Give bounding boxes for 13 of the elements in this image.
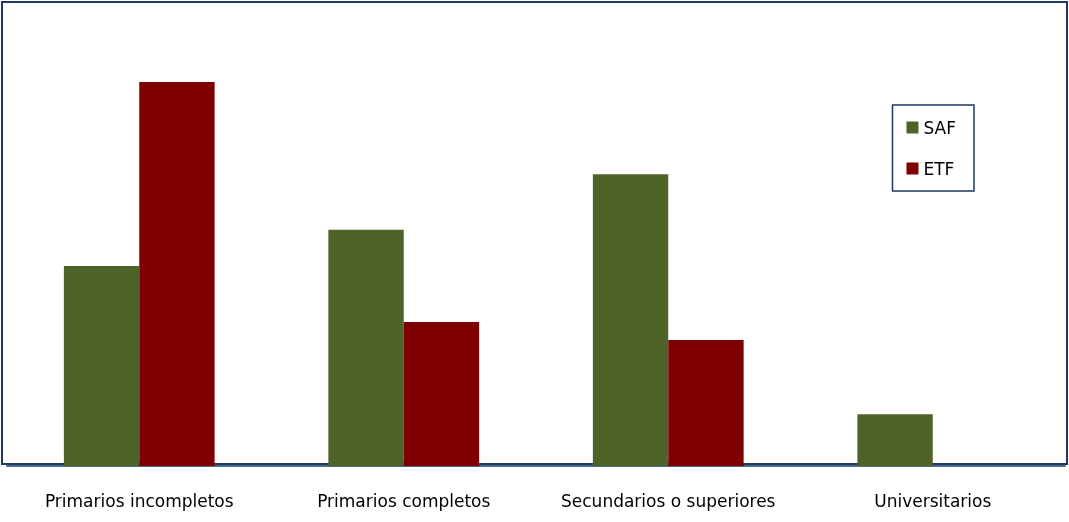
bar <box>857 414 933 466</box>
bar <box>63 265 140 466</box>
legend-label: ETF <box>923 158 955 179</box>
bar <box>668 340 744 466</box>
x-tick-label: Primarios completos <box>317 490 491 511</box>
x-tick-label: Primarios incompletos <box>44 490 234 511</box>
bar <box>328 229 404 466</box>
x-tick-label: Universitarios <box>874 490 992 511</box>
bar <box>403 322 480 466</box>
bar <box>139 82 215 466</box>
x-tick-label: Secundarios o superiores <box>561 490 776 511</box>
bar <box>592 174 669 466</box>
legend-label: SAF <box>923 117 956 138</box>
